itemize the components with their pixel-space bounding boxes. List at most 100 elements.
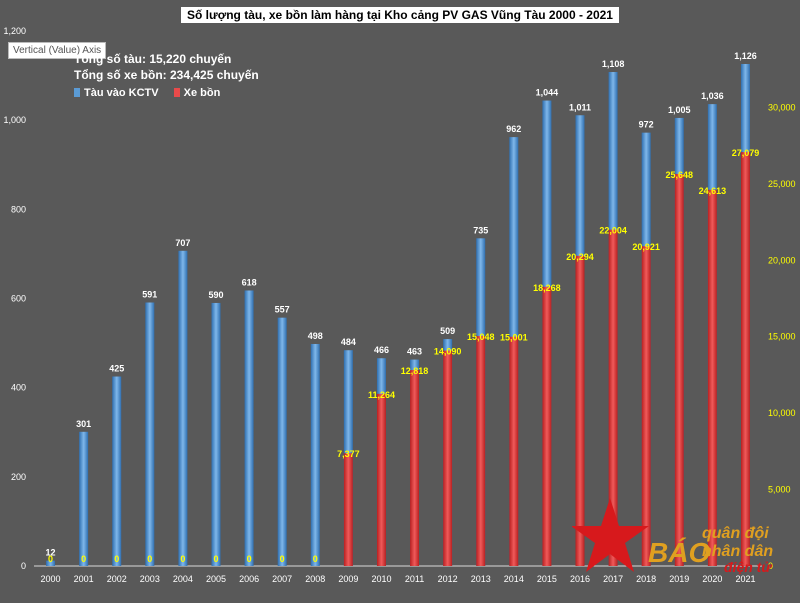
label-ships-2021: 1,126 xyxy=(734,51,757,61)
watermark-logo: BÁO quân đội nhân dân điện tử xyxy=(572,498,773,575)
bar-trucks-2019 xyxy=(674,173,684,566)
bar-trucks-2014 xyxy=(509,336,519,566)
left-tick-label: 200 xyxy=(11,472,26,482)
x-tick-label: 2009 xyxy=(338,574,358,584)
right-tick-label: 5,000 xyxy=(768,485,791,495)
label-trucks-2002: 0 xyxy=(114,554,119,564)
label-ships-2010: 466 xyxy=(374,345,389,355)
label-trucks-2003: 0 xyxy=(147,554,152,564)
x-tick-label: 2013 xyxy=(471,574,491,584)
x-tick-label: 2007 xyxy=(272,574,292,584)
label-ships-2013: 735 xyxy=(473,225,488,235)
bar-ships-2004 xyxy=(178,250,188,566)
bar-trucks-2021 xyxy=(740,152,750,567)
label-trucks-2008: 0 xyxy=(313,554,318,564)
bar-ships-2008 xyxy=(310,343,320,566)
legend-swatch-red xyxy=(173,88,180,97)
bar-ships-2003 xyxy=(145,302,155,566)
label-ships-2020: 1,036 xyxy=(701,91,724,101)
legend-label-ships: Tàu vào KCTV xyxy=(84,87,159,99)
label-trucks-2020: 24,613 xyxy=(699,186,727,196)
x-tick-label: 2000 xyxy=(41,574,61,584)
label-ships-2011: 463 xyxy=(407,347,422,357)
label-trucks-2015: 18,268 xyxy=(533,283,561,293)
summary-trucks: Tổng số xe bồn: 234,425 chuyến xyxy=(74,68,259,82)
bar-ships-2005 xyxy=(211,302,221,566)
left-tick-label: 1,000 xyxy=(3,115,26,125)
label-ships-2018: 972 xyxy=(639,120,654,130)
x-tick-label: 2001 xyxy=(74,574,94,584)
label-ships-2004: 707 xyxy=(175,238,190,248)
x-tick-label: 2010 xyxy=(371,574,391,584)
label-ships-2015: 1,044 xyxy=(536,88,559,98)
label-trucks-2010: 11,264 xyxy=(368,390,395,400)
label-trucks-2016: 20,294 xyxy=(566,252,594,262)
left-tick-label: 400 xyxy=(11,383,26,393)
axis-tooltip: Vertical (Value) Axis xyxy=(8,42,107,59)
data-labels: 120301042505910707059006180557049804847,… xyxy=(46,51,760,564)
chart-title-box: Số lượng tàu, xe bồn làm hàng tại Kho cả… xyxy=(0,6,800,24)
x-tick-label: 2014 xyxy=(504,574,524,584)
right-tick-label: 30,000 xyxy=(768,102,796,112)
bar-trucks-2017 xyxy=(608,229,618,566)
label-ships-2006: 618 xyxy=(242,277,257,287)
x-tick-label: 2021 xyxy=(735,574,755,584)
bars xyxy=(46,63,750,567)
bar-trucks-2016 xyxy=(575,255,585,566)
x-tick-label: 2004 xyxy=(173,574,193,584)
x-tick-label: 2018 xyxy=(636,574,656,584)
watermark-line1: quân đội xyxy=(702,525,769,542)
watermark-line3: điện tử xyxy=(724,559,772,575)
bar-trucks-2013 xyxy=(476,335,486,566)
bar-trucks-2011 xyxy=(410,370,420,566)
left-tick-label: 800 xyxy=(11,204,26,214)
right-tick-label: 0 xyxy=(768,561,773,571)
bar-ships-2007 xyxy=(277,317,287,566)
watermark-brand: BÁO xyxy=(648,537,710,568)
legend-swatch-blue xyxy=(74,88,80,97)
summary-ships: Tổng số tàu: 15,220 chuyến xyxy=(74,52,232,66)
legend: Tàu vào KCTV Xe bồn xyxy=(74,87,232,99)
label-ships-2007: 557 xyxy=(275,305,290,315)
label-trucks-2018: 20,921 xyxy=(632,242,660,252)
legend-item-ships: Tàu vào KCTV xyxy=(74,87,159,99)
bar-trucks-2010 xyxy=(376,393,386,566)
bar-trucks-2020 xyxy=(707,189,717,567)
label-trucks-2012: 14,090 xyxy=(434,347,462,357)
x-tick-label: 2002 xyxy=(107,574,127,584)
label-trucks-2013: 15,048 xyxy=(467,332,495,342)
x-tick-label: 2008 xyxy=(305,574,325,584)
right-tick-label: 15,000 xyxy=(768,332,796,342)
bar-trucks-2012 xyxy=(443,350,453,566)
legend-item-trucks: Xe bồn xyxy=(173,87,220,99)
star-icon xyxy=(572,498,649,572)
label-ships-2005: 590 xyxy=(208,290,223,300)
x-tick-label: 2016 xyxy=(570,574,590,584)
bar-trucks-2018 xyxy=(641,246,651,566)
label-trucks-2001: 0 xyxy=(81,554,86,564)
x-tick-label: 2003 xyxy=(140,574,160,584)
chart-title: Số lượng tàu, xe bồn làm hàng tại Kho cả… xyxy=(181,7,619,23)
x-tick-label: 2006 xyxy=(239,574,259,584)
left-tick-label: 1,200 xyxy=(3,26,26,36)
label-ships-2012: 509 xyxy=(440,326,455,336)
label-ships-2001: 301 xyxy=(76,419,91,429)
label-trucks-2004: 0 xyxy=(180,554,185,564)
right-tick-label: 25,000 xyxy=(768,179,796,189)
watermark-line2: nhân dân xyxy=(702,543,773,560)
label-trucks-2000: 0 xyxy=(48,554,53,564)
right-tick-label: 10,000 xyxy=(768,408,796,418)
bar-trucks-2015 xyxy=(542,286,552,566)
bar-ships-2000 xyxy=(46,560,56,566)
label-trucks-2014: 15,001 xyxy=(500,333,528,343)
label-trucks-2005: 0 xyxy=(213,554,218,564)
x-tick-label: 2020 xyxy=(702,574,722,584)
bar-trucks-2009 xyxy=(343,453,353,566)
label-trucks-2009: 7,377 xyxy=(337,449,360,459)
label-ships-2016: 1,011 xyxy=(569,102,591,112)
label-ships-2019: 1,005 xyxy=(668,105,691,115)
label-trucks-2007: 0 xyxy=(280,554,285,564)
bar-ships-2001 xyxy=(79,431,89,566)
